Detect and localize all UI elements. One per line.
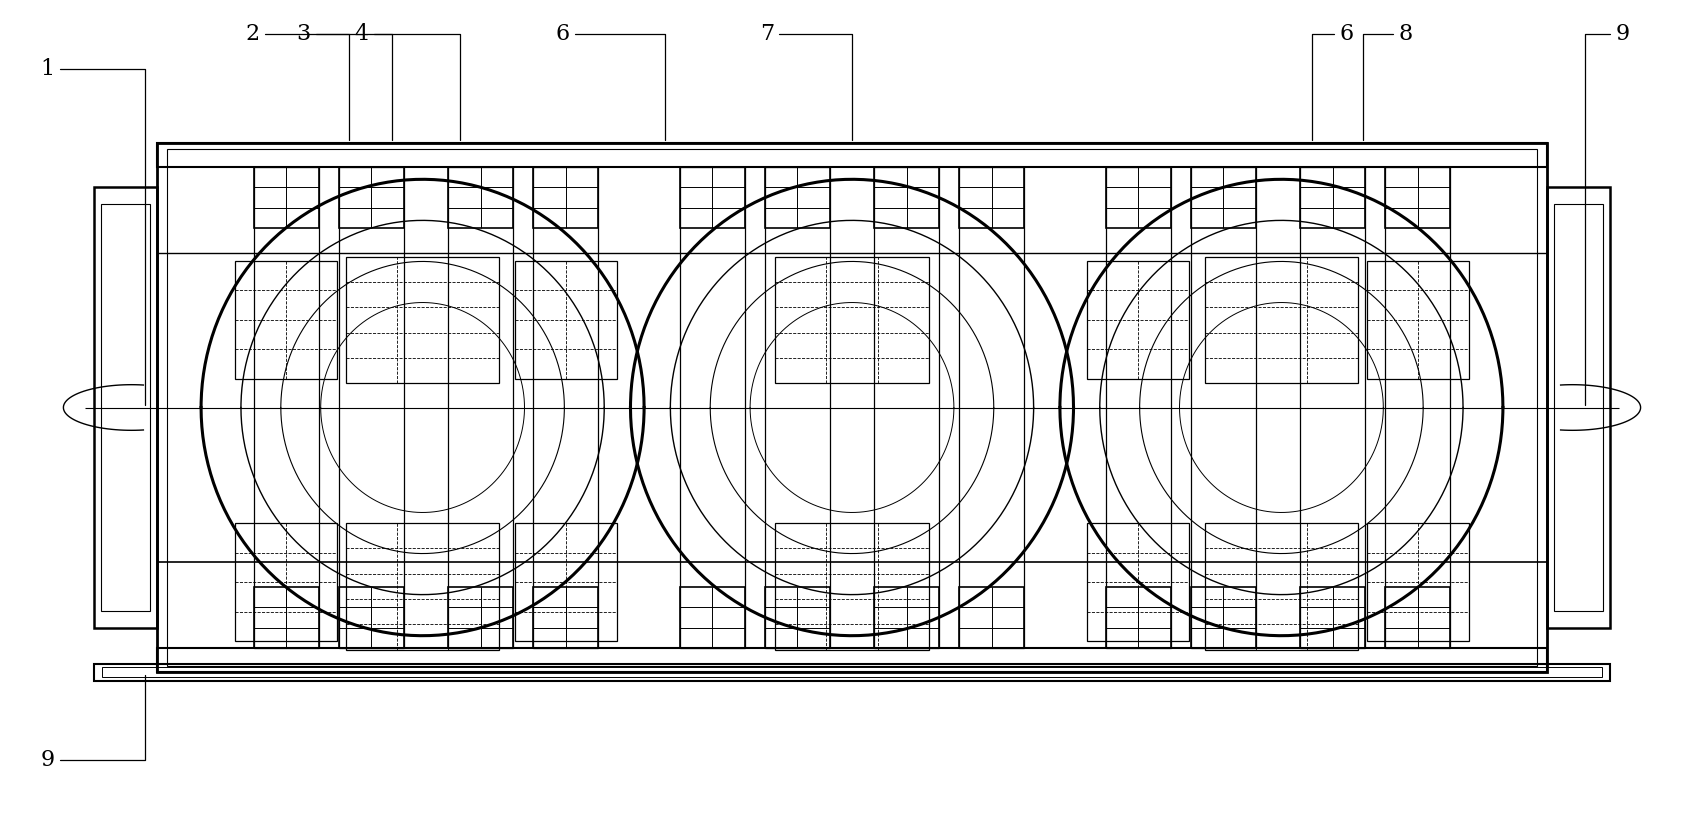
Bar [533, 587, 598, 648]
Text: 3: 3 [296, 24, 392, 140]
Bar [533, 167, 598, 228]
Bar [254, 167, 319, 228]
Bar [515, 523, 617, 641]
Bar [680, 167, 745, 228]
Bar [959, 167, 1024, 648]
Bar [1087, 523, 1189, 641]
Bar [765, 167, 830, 228]
Bar [157, 648, 1547, 672]
Bar [1191, 587, 1256, 648]
Bar [1106, 587, 1171, 648]
Bar [346, 523, 499, 650]
Bar [235, 523, 337, 641]
Bar [1554, 204, 1603, 611]
Bar [1191, 167, 1256, 228]
Bar [167, 149, 1537, 666]
Bar [235, 261, 337, 379]
Bar [680, 587, 745, 648]
Bar [959, 587, 1024, 648]
Bar [1300, 167, 1365, 228]
Bar [1191, 167, 1256, 648]
Text: 1: 1 [41, 59, 145, 405]
Bar [1385, 587, 1450, 648]
Bar [959, 167, 1024, 228]
Bar [448, 167, 513, 228]
Bar [515, 261, 617, 379]
Text: 7: 7 [760, 24, 852, 140]
Bar [339, 587, 404, 648]
Bar [1367, 523, 1469, 641]
Bar [101, 204, 150, 611]
Bar [254, 167, 319, 648]
Text: 9: 9 [41, 675, 145, 770]
Bar [765, 167, 830, 648]
Bar [775, 257, 929, 383]
Bar [1106, 167, 1171, 648]
Text: 6: 6 [556, 24, 665, 140]
Bar [1385, 167, 1450, 228]
Bar [448, 587, 513, 648]
Bar [680, 167, 745, 648]
Bar [448, 167, 513, 648]
Bar [94, 187, 157, 628]
Bar [1205, 257, 1358, 383]
Text: 9: 9 [1585, 24, 1629, 405]
Text: 6: 6 [1312, 24, 1353, 140]
Bar [346, 257, 499, 383]
Text: 2: 2 [245, 24, 349, 140]
Bar [765, 587, 830, 648]
Bar [1547, 187, 1610, 628]
Bar [339, 167, 404, 228]
Bar [339, 167, 404, 648]
Bar [1300, 167, 1365, 648]
Bar [775, 523, 929, 650]
Text: 8: 8 [1363, 24, 1413, 140]
Bar [1205, 523, 1358, 650]
Text: 4: 4 [354, 24, 460, 140]
Bar [254, 587, 319, 648]
Bar [1087, 261, 1189, 379]
Bar [533, 167, 598, 648]
Bar [874, 587, 939, 648]
Bar [874, 167, 939, 648]
Bar [1106, 167, 1171, 228]
Bar [1300, 587, 1365, 648]
Bar [874, 167, 939, 228]
Bar [157, 143, 1547, 167]
Bar [1367, 261, 1469, 379]
Bar [157, 143, 1547, 672]
Bar [94, 664, 1610, 681]
Bar [102, 667, 1602, 677]
Bar [1385, 167, 1450, 648]
